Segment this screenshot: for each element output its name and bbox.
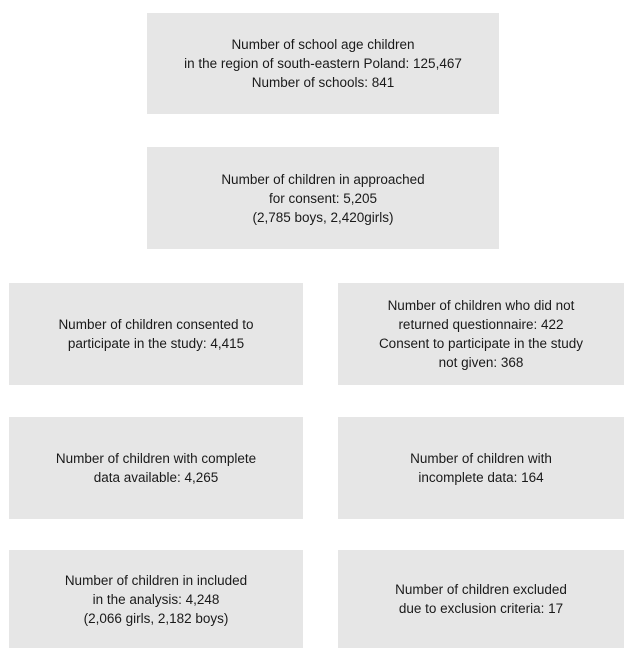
- box-text-line: Number of schools: 841: [251, 75, 395, 90]
- box-text-line: returned questionnaire: 422: [398, 317, 564, 332]
- box-school-age-children: Number of school age children in the reg…: [147, 13, 499, 114]
- box-text-line: Number of children consented to: [58, 317, 254, 332]
- box-text-line: for consent: 5,205: [268, 190, 378, 206]
- box-text-line: data available: 4,265: [93, 470, 219, 485]
- box-text-line: Number of children excluded: [395, 582, 567, 597]
- box-text-line: in the region of south-eastern Poland: 1…: [184, 56, 462, 71]
- box-text-line: Number of children in included: [64, 572, 248, 588]
- box-consented: Number of children consented to particip…: [9, 283, 303, 385]
- box-included-in-analysis: Number of children in included in the an…: [9, 550, 303, 648]
- box-incomplete-data: Number of children with incomplete data:…: [338, 417, 624, 519]
- box-text-line: participate in the study: 4,415: [67, 336, 245, 351]
- box-text-line: due to exclusion criteria: 17: [398, 601, 564, 616]
- box-text-line: (2,785 boys, 2,420girls): [252, 209, 394, 225]
- box-text-line: Number of children with: [410, 451, 552, 466]
- box-text-line: Consent to participate in the study: [378, 336, 584, 351]
- box-text-line: in the analysis: 4,248: [92, 591, 220, 607]
- box-text-line: Number of school age children: [231, 37, 415, 52]
- box-not-returned: Number of children who did not returned …: [338, 283, 624, 385]
- box-text-line: Number of children in approached: [221, 171, 425, 187]
- box-excluded: Number of children excluded due to exclu…: [338, 550, 624, 648]
- box-text-line: not given: 368: [438, 355, 524, 370]
- box-text-line: Number of children with complete: [55, 451, 257, 466]
- box-text-line: (2,066 girls, 2,182 boys): [83, 610, 229, 626]
- box-complete-data: Number of children with complete data av…: [9, 417, 303, 519]
- box-approached-for-consent: Number of children in approached for con…: [147, 147, 499, 249]
- box-text-line: Number of children who did not: [387, 298, 575, 313]
- box-text-line: incomplete data: 164: [418, 470, 544, 485]
